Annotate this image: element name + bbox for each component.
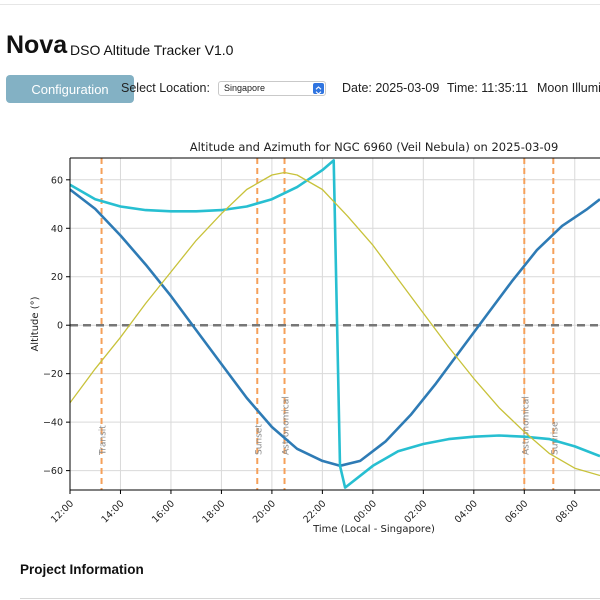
x-axis-label: Time (Local - Singapore)	[312, 524, 435, 535]
y-tick-label: −60	[43, 466, 63, 477]
y-tick-label: 20	[51, 272, 63, 283]
location-label: Select Location:	[121, 81, 210, 95]
chart-title: Altitude and Azimuth for NGC 6960 (Veil …	[190, 140, 559, 154]
time-display: Time: 11:35:11	[447, 81, 529, 95]
x-tick-label: 08:00	[554, 498, 581, 525]
top-divider	[0, 4, 600, 5]
x-tick-label: 06:00	[503, 498, 530, 525]
x-tick-label: 20:00	[251, 498, 278, 525]
project-info-heading: Project Information	[20, 562, 144, 577]
app-title: Nova	[6, 31, 68, 59]
y-tick-label: 60	[51, 175, 63, 186]
x-tick-label: 12:00	[49, 498, 76, 525]
app-subtitle: DSO Altitude Tracker V1.0	[70, 42, 234, 58]
y-tick-label: 40	[51, 224, 63, 235]
event-label: Astronomical	[282, 396, 292, 455]
location-select[interactable]: Singapore	[218, 81, 326, 96]
x-tick-label: 02:00	[402, 498, 429, 525]
moon-illumination-display: Moon Illumi	[537, 81, 600, 95]
y-tick-label: 0	[57, 321, 63, 332]
series-line-3	[70, 171, 600, 477]
x-tick-label: 18:00	[200, 498, 227, 525]
event-markers: Transit Sunset Astronomical Astronomical Sun…	[99, 158, 560, 490]
altitude-chart: Transit Sunset Astronomical Astronomical Sun…	[0, 130, 600, 540]
select-arrows-icon	[313, 83, 324, 95]
location-select-value: Singapore	[224, 83, 266, 93]
y-axis-label: Altitude (°)	[30, 296, 41, 351]
event-label: Astronomical	[521, 396, 531, 455]
x-tick-label: 00:00	[352, 498, 379, 525]
y-tick-label: −20	[43, 369, 63, 380]
event-label: Sunset	[254, 424, 264, 455]
chart-series	[70, 159, 600, 489]
y-tick-label: −40	[43, 418, 63, 429]
x-tick-label: 22:00	[301, 498, 328, 525]
x-tick-label: 16:00	[150, 498, 177, 525]
event-label: Sunrise	[550, 421, 560, 455]
configuration-button[interactable]: Configuration	[6, 75, 134, 103]
x-tick-label: 04:00	[453, 498, 480, 525]
section-divider	[20, 598, 600, 599]
event-label: Transit	[99, 425, 109, 456]
x-tick-label: 14:00	[99, 498, 126, 525]
date-display: Date: 2025-03-09	[342, 81, 440, 95]
y-tick-labels: −60 −40 −20 0 20 40 60	[43, 175, 70, 477]
series-line-2	[70, 159, 600, 489]
x-tick-labels: 12:00 14:00 16:00 18:00 20:00 22:00 00:00 02:00…	[49, 490, 581, 525]
altitude-chart-svg: Transit Sunset Astronomical Astronomical Sun…	[30, 140, 600, 535]
toolbar: Configuration Select Location: Singapore…	[0, 75, 600, 103]
